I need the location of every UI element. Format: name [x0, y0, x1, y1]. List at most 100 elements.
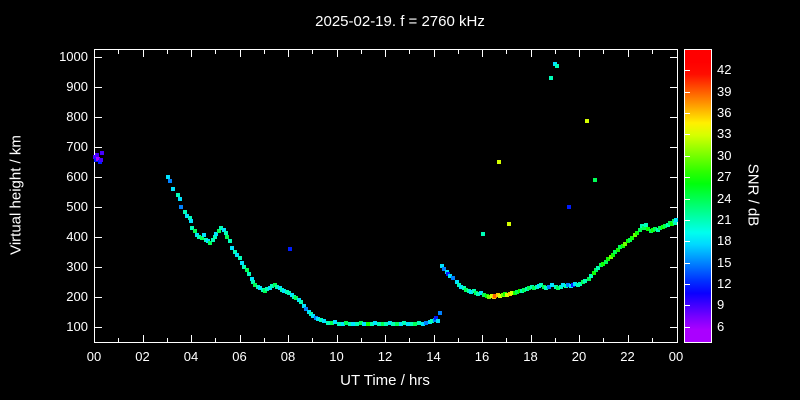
- colorbar-tick-mark: [685, 305, 690, 307]
- data-point: [601, 261, 606, 266]
- data-point: [454, 280, 459, 285]
- data-point: [96, 156, 101, 161]
- data-point: [625, 239, 630, 244]
- y-tick-mark-left: [95, 237, 102, 239]
- data-point: [287, 291, 292, 296]
- data-point: [182, 210, 187, 215]
- data-point: [541, 284, 546, 289]
- data-point: [473, 290, 478, 295]
- x-tick-label: 02: [135, 349, 150, 364]
- x-minor-tick-bottom: [651, 338, 653, 342]
- data-point: [450, 276, 455, 281]
- y-axis-label: Virtual height / km: [7, 135, 25, 255]
- plot-area: [94, 49, 678, 343]
- data-point: [395, 322, 400, 327]
- colorbar-tick-mark: [685, 284, 690, 286]
- x-minor-tick-bottom: [554, 338, 556, 342]
- data-point: [552, 62, 557, 67]
- data-point: [249, 277, 254, 282]
- data-point: [258, 286, 263, 291]
- data-point: [586, 276, 591, 281]
- data-point: [289, 292, 294, 297]
- data-point: [304, 306, 309, 311]
- data-point: [550, 283, 555, 288]
- data-point: [185, 214, 190, 219]
- data-point: [620, 243, 625, 248]
- colorbar-tick-label: 15: [717, 254, 732, 270]
- data-point: [95, 153, 100, 158]
- x-tick-label: 06: [232, 349, 247, 364]
- data-point: [170, 186, 175, 191]
- data-point: [603, 259, 608, 264]
- data-point: [216, 229, 221, 234]
- colorbar-tick-mark: [685, 241, 690, 243]
- data-point: [292, 294, 297, 299]
- x-tick-mark-bottom: [482, 335, 483, 342]
- data-point: [267, 285, 272, 290]
- data-point: [618, 245, 623, 250]
- data-point: [219, 226, 224, 231]
- colorbar-tick-label: 9: [717, 297, 725, 313]
- data-point: [311, 314, 316, 318]
- data-point: [299, 299, 304, 304]
- x-minor-tick-top: [166, 50, 168, 54]
- x-tick-mark-top: [288, 50, 289, 57]
- data-point: [270, 283, 275, 288]
- data-point: [646, 226, 651, 231]
- data-point: [165, 174, 170, 179]
- colorbar-tick-label: 36: [717, 105, 732, 121]
- data-point: [336, 321, 341, 326]
- data-point: [433, 315, 438, 320]
- data-point: [318, 318, 323, 323]
- data-point: [495, 293, 500, 298]
- x-tick-mark-top: [482, 50, 483, 57]
- y-tick-mark-right: [670, 86, 677, 88]
- data-point: [471, 289, 476, 294]
- data-point: [506, 221, 511, 226]
- data-point: [387, 320, 392, 325]
- x-tick-label: 12: [377, 349, 393, 364]
- data-point: [549, 75, 554, 80]
- data-point: [275, 284, 280, 289]
- data-point: [199, 236, 204, 241]
- data-point: [239, 260, 244, 265]
- y-tick-mark-left: [95, 56, 102, 58]
- data-point: [99, 150, 104, 155]
- data-point: [260, 287, 265, 292]
- data-point: [344, 321, 349, 326]
- data-point: [413, 321, 418, 326]
- x-tick-mark-bottom: [530, 335, 532, 342]
- y-tick-label: 600: [66, 168, 88, 184]
- data-point: [546, 284, 551, 289]
- x-minor-tick-top: [554, 50, 556, 54]
- data-point: [329, 321, 334, 326]
- colorbar-tick-label: 33: [717, 126, 732, 142]
- data-point: [306, 309, 311, 314]
- x-tick-mark-top: [336, 50, 338, 57]
- colorbar-tick-label: 39: [717, 83, 732, 99]
- data-point: [244, 268, 249, 273]
- y-tick-label: 700: [66, 138, 88, 154]
- x-minor-tick-top: [263, 50, 265, 54]
- data-point: [573, 281, 578, 286]
- x-tick-mark-top: [579, 50, 580, 57]
- y-tick-label: 1000: [59, 48, 88, 64]
- data-point: [265, 286, 270, 291]
- data-point: [351, 322, 356, 327]
- data-point: [197, 235, 202, 240]
- x-tick-label: 00: [86, 349, 102, 364]
- colorbar-tick-label: 30: [717, 147, 732, 163]
- y-tick-label: 800: [66, 108, 88, 124]
- data-point: [575, 282, 580, 287]
- data-point: [309, 312, 314, 317]
- data-point: [627, 237, 632, 242]
- data-point: [640, 224, 645, 229]
- data-point: [214, 232, 219, 237]
- data-point: [93, 155, 98, 160]
- y-tick-mark-left: [95, 267, 102, 269]
- data-point: [534, 285, 539, 290]
- data-point: [436, 319, 441, 324]
- data-point: [476, 291, 481, 296]
- x-tick-label: 14: [426, 349, 441, 364]
